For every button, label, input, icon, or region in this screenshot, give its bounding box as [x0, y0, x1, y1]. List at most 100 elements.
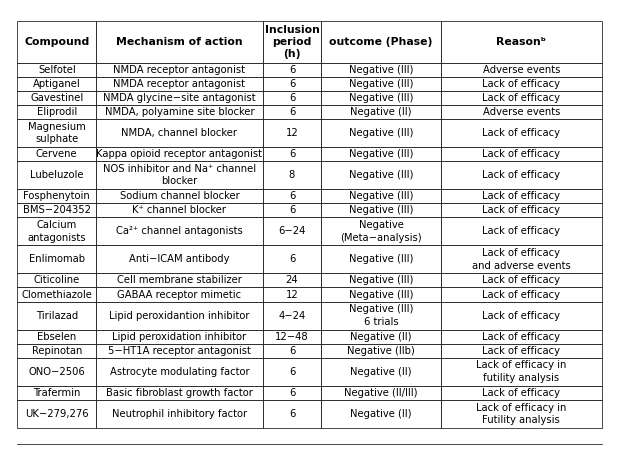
Bar — [17, 91, 96, 105]
Bar — [96, 400, 262, 428]
Bar — [17, 119, 96, 147]
Bar — [441, 161, 602, 189]
Bar — [262, 330, 321, 344]
Bar — [17, 385, 96, 400]
Bar — [17, 301, 96, 330]
Text: Gavestinel: Gavestinel — [30, 93, 84, 103]
Text: Sodium channel blocker: Sodium channel blocker — [119, 191, 240, 201]
Bar — [262, 358, 321, 385]
Text: 6: 6 — [289, 367, 295, 377]
Bar — [96, 217, 262, 246]
Bar — [321, 161, 441, 189]
Text: Eliprodil: Eliprodil — [37, 107, 77, 117]
Bar — [441, 217, 602, 246]
Bar — [321, 203, 441, 217]
Text: Negative (II): Negative (II) — [350, 107, 412, 117]
Bar — [262, 385, 321, 400]
Bar — [96, 246, 262, 273]
Bar — [441, 203, 602, 217]
Bar — [262, 21, 321, 63]
Text: 12−48: 12−48 — [275, 332, 309, 342]
Text: Reasonᵇ: Reasonᵇ — [496, 37, 547, 47]
Bar — [441, 21, 602, 63]
Text: Negative (III): Negative (III) — [349, 191, 413, 201]
Text: Lack of efficacy: Lack of efficacy — [482, 345, 560, 356]
Text: NMDA receptor antagonist: NMDA receptor antagonist — [113, 79, 246, 89]
Text: 6: 6 — [289, 93, 295, 103]
Text: Lack of efficacy: Lack of efficacy — [482, 128, 560, 138]
Bar — [262, 344, 321, 358]
Text: NMDA, polyamine site blocker: NMDA, polyamine site blocker — [105, 107, 254, 117]
Text: Ebselen: Ebselen — [37, 332, 76, 342]
Bar — [262, 147, 321, 161]
Text: Lipid peroxidantion inhibitor: Lipid peroxidantion inhibitor — [109, 311, 249, 320]
Text: Compound: Compound — [24, 37, 89, 47]
Text: Negative (III): Negative (III) — [349, 290, 413, 299]
Text: Negative (III): Negative (III) — [349, 170, 413, 180]
Bar — [262, 203, 321, 217]
Text: Enlimomab: Enlimomab — [28, 254, 85, 265]
Text: Lack of efficacy: Lack of efficacy — [482, 332, 560, 342]
Text: K⁺ channel blocker: K⁺ channel blocker — [132, 206, 227, 215]
Bar — [17, 21, 96, 63]
Bar — [262, 119, 321, 147]
Text: Negative (II): Negative (II) — [350, 409, 412, 419]
Text: Mechanism of action: Mechanism of action — [116, 37, 243, 47]
Bar — [441, 358, 602, 385]
Text: Clomethiazole: Clomethiazole — [21, 290, 92, 299]
Text: 5−HT1A receptor antagonist: 5−HT1A receptor antagonist — [108, 345, 251, 356]
Text: Negative (II): Negative (II) — [350, 332, 412, 342]
Text: 24: 24 — [285, 275, 298, 286]
Text: Negative (III): Negative (III) — [349, 128, 413, 138]
Bar — [441, 287, 602, 301]
Text: Negative (IIb): Negative (IIb) — [347, 345, 415, 356]
Text: Neutrophil inhibitory factor: Neutrophil inhibitory factor — [112, 409, 247, 419]
Text: Lack of efficacy: Lack of efficacy — [482, 388, 560, 398]
Text: 6: 6 — [289, 191, 295, 201]
Bar — [17, 161, 96, 189]
Bar — [96, 189, 262, 203]
Text: Aptiganel: Aptiganel — [33, 79, 80, 89]
Bar — [96, 147, 262, 161]
Text: Negative (III): Negative (III) — [349, 206, 413, 215]
Bar — [96, 161, 262, 189]
Bar — [441, 330, 602, 344]
Text: Lack of efficacy: Lack of efficacy — [482, 206, 560, 215]
Bar — [17, 330, 96, 344]
Text: 6−24: 6−24 — [279, 226, 306, 236]
Text: 8: 8 — [289, 170, 295, 180]
Text: Trafermin: Trafermin — [33, 388, 80, 398]
Text: 6: 6 — [289, 409, 295, 419]
Text: NMDA receptor antagonist: NMDA receptor antagonist — [113, 65, 246, 75]
Bar — [321, 189, 441, 203]
Bar — [262, 273, 321, 287]
Text: Lack of efficacy: Lack of efficacy — [482, 170, 560, 180]
Text: Negative (III): Negative (III) — [349, 149, 413, 159]
Bar — [441, 189, 602, 203]
Bar — [17, 189, 96, 203]
Text: 6: 6 — [289, 388, 295, 398]
Bar — [262, 301, 321, 330]
Bar — [321, 119, 441, 147]
Text: Lipid peroxidation inhibitor: Lipid peroxidation inhibitor — [113, 332, 246, 342]
Text: Kappa opioid receptor antagonist: Kappa opioid receptor antagonist — [97, 149, 262, 159]
Bar — [262, 246, 321, 273]
Text: Inclusion
period
(h): Inclusion period (h) — [264, 25, 319, 60]
Bar — [96, 358, 262, 385]
Bar — [17, 147, 96, 161]
Text: Lack of efficacy: Lack of efficacy — [482, 191, 560, 201]
Bar — [321, 217, 441, 246]
Text: Basic fibroblast growth factor: Basic fibroblast growth factor — [106, 388, 253, 398]
Text: Negative (III): Negative (III) — [349, 254, 413, 265]
Bar — [96, 330, 262, 344]
Bar — [96, 77, 262, 91]
Bar — [321, 301, 441, 330]
Text: 6: 6 — [289, 79, 295, 89]
Text: 12: 12 — [285, 128, 298, 138]
Text: Cervene: Cervene — [36, 149, 77, 159]
Text: Lack of efficacy: Lack of efficacy — [482, 149, 560, 159]
Bar — [441, 301, 602, 330]
Bar — [262, 63, 321, 77]
Text: 12: 12 — [285, 290, 298, 299]
Bar — [17, 273, 96, 287]
